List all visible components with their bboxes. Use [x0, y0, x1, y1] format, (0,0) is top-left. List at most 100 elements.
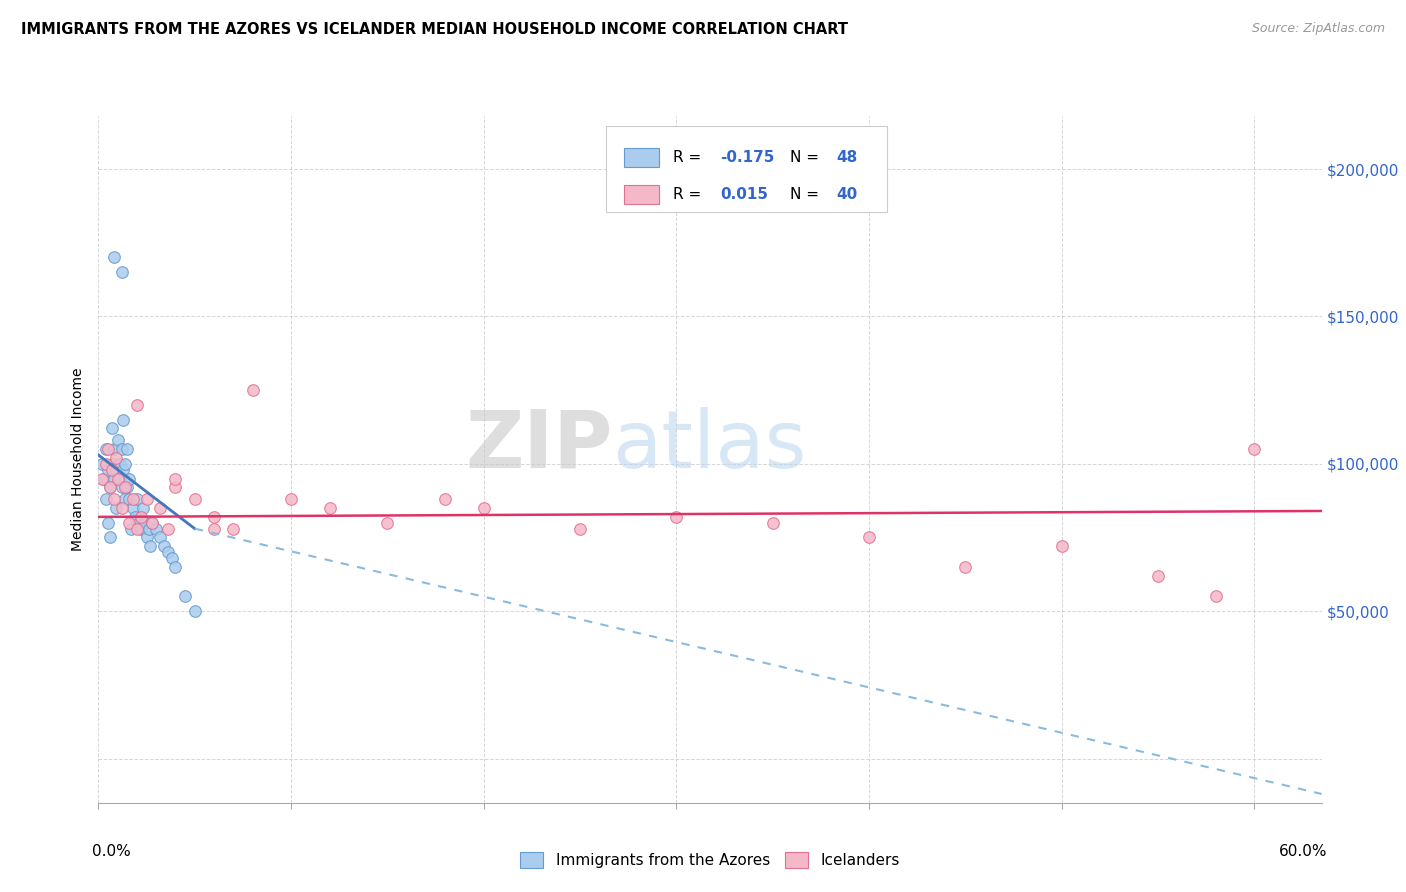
Point	[94, 457, 117, 471]
Point	[101, 463, 124, 477]
Point	[108, 457, 131, 471]
Point	[132, 501, 155, 516]
Point	[318, 501, 340, 516]
Point	[1147, 569, 1170, 583]
Text: R =: R =	[673, 187, 706, 202]
Point	[184, 492, 207, 507]
Point	[91, 471, 114, 485]
Point	[762, 516, 785, 530]
Text: ZIP: ZIP	[465, 407, 612, 484]
Point	[118, 471, 141, 485]
Point	[98, 480, 121, 494]
Point	[955, 560, 977, 574]
Point	[135, 531, 157, 545]
Point	[122, 492, 145, 507]
Point	[141, 516, 163, 530]
Point	[160, 551, 183, 566]
Point	[114, 492, 136, 507]
Text: N =: N =	[790, 187, 824, 202]
Point	[1050, 539, 1073, 553]
Point	[165, 471, 187, 485]
Point	[569, 522, 592, 536]
Point	[98, 480, 121, 494]
Point	[165, 560, 187, 574]
Y-axis label: Median Household Income: Median Household Income	[72, 368, 86, 551]
Point	[107, 471, 129, 485]
Text: N =: N =	[790, 150, 824, 165]
Point	[156, 522, 179, 536]
Point	[139, 539, 162, 553]
Text: 60.0%: 60.0%	[1279, 844, 1327, 859]
Point	[117, 480, 139, 494]
Point	[125, 398, 148, 412]
Text: 0.015: 0.015	[720, 187, 768, 202]
Point	[124, 509, 146, 524]
Point	[125, 522, 148, 536]
Text: 40: 40	[837, 187, 858, 202]
Point	[118, 516, 141, 530]
Point	[103, 442, 125, 456]
Point	[149, 531, 172, 545]
Text: 48: 48	[837, 150, 858, 165]
Point	[101, 457, 124, 471]
Point	[94, 492, 117, 507]
Point	[97, 442, 120, 456]
Point	[112, 412, 135, 426]
Point	[858, 531, 880, 545]
Text: -0.175: -0.175	[720, 150, 775, 165]
Point	[104, 463, 127, 477]
Point	[107, 434, 129, 448]
Text: atlas: atlas	[612, 407, 807, 484]
Point	[141, 516, 163, 530]
Point	[103, 492, 125, 507]
Point	[129, 522, 152, 536]
Legend: Immigrants from the Azores, Icelanders: Immigrants from the Azores, Icelanders	[515, 846, 905, 874]
Text: R =: R =	[673, 150, 706, 165]
Point	[134, 516, 156, 530]
FancyBboxPatch shape	[606, 127, 887, 212]
Point	[118, 492, 141, 507]
Point	[174, 590, 197, 604]
Point	[110, 442, 132, 456]
Point	[145, 522, 167, 536]
Point	[222, 522, 245, 536]
Point	[114, 457, 136, 471]
Point	[110, 480, 132, 494]
Point	[117, 442, 139, 456]
FancyBboxPatch shape	[624, 148, 658, 167]
Point	[110, 501, 132, 516]
Point	[1205, 590, 1227, 604]
Point	[1243, 442, 1265, 456]
Point	[128, 516, 150, 530]
Point	[122, 501, 145, 516]
Point	[149, 501, 172, 516]
Point	[93, 471, 115, 485]
Point	[112, 463, 135, 477]
Point	[665, 509, 688, 524]
Point	[165, 480, 187, 494]
Point	[97, 516, 120, 530]
Point	[97, 463, 120, 477]
Text: IMMIGRANTS FROM THE AZORES VS ICELANDER MEDIAN HOUSEHOLD INCOME CORRELATION CHAR: IMMIGRANTS FROM THE AZORES VS ICELANDER …	[21, 22, 848, 37]
Point	[104, 450, 127, 465]
Point	[107, 457, 129, 471]
Point	[125, 492, 148, 507]
Point	[103, 471, 125, 485]
Point	[108, 471, 131, 485]
Point	[156, 545, 179, 559]
Point	[91, 457, 114, 471]
Point	[377, 516, 399, 530]
Point	[114, 480, 136, 494]
Point	[94, 442, 117, 456]
Point	[472, 501, 495, 516]
Text: Source: ZipAtlas.com: Source: ZipAtlas.com	[1251, 22, 1385, 36]
Point	[103, 251, 125, 265]
FancyBboxPatch shape	[624, 185, 658, 204]
Point	[129, 509, 152, 524]
Point	[98, 531, 121, 545]
Point	[104, 501, 127, 516]
Point	[202, 522, 225, 536]
Text: 0.0%: 0.0%	[93, 844, 131, 859]
Point	[110, 265, 132, 279]
Point	[120, 522, 142, 536]
